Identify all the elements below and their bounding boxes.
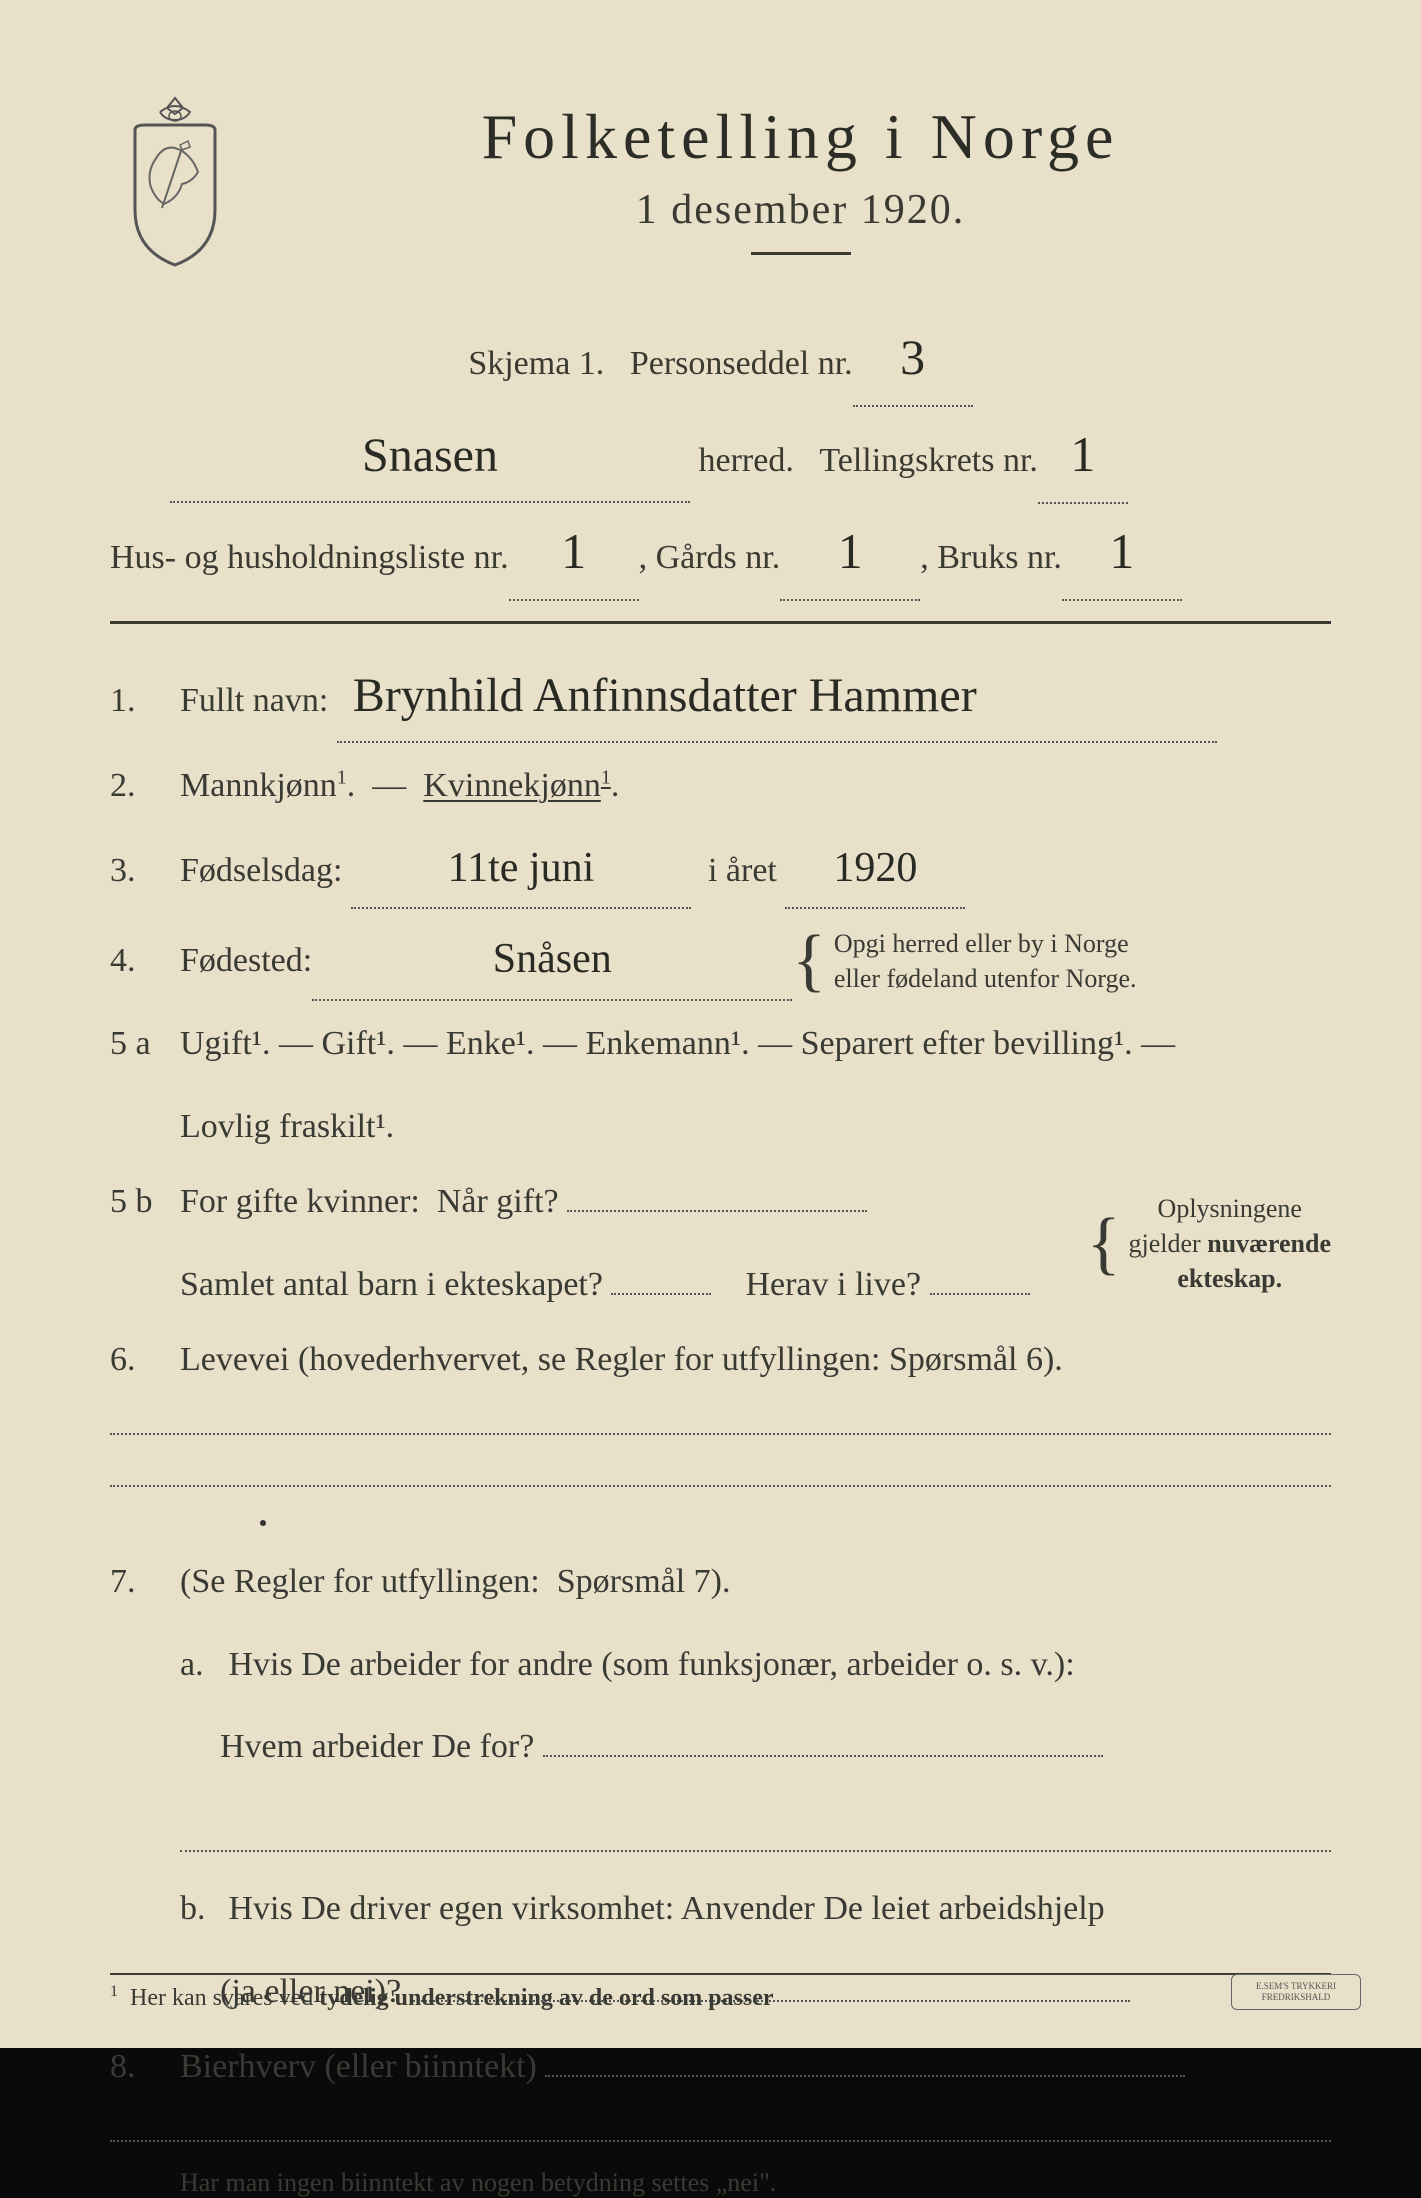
tellingskrets-label: Tellingskrets nr.: [819, 429, 1038, 494]
footnote: 1 Her kan svares ved tydelig understrekn…: [110, 1983, 1331, 2012]
skjema-prefix: Skjema 1.: [468, 332, 604, 397]
q4-label: Fødested:: [180, 930, 312, 993]
q5b-label2: Samlet antal barn i ekteskapet?: [180, 1266, 603, 1303]
printer-stamp: E.SEM'S TRYKKERI FREDRIKSHALD: [1231, 1974, 1361, 2010]
main-title: Folketelling i Norge: [270, 100, 1331, 174]
q5b-note-2: gjelder nuværende: [1129, 1226, 1331, 1261]
title-rule: [751, 252, 851, 255]
q4-num: 4.: [110, 930, 180, 993]
q5a-line1: Ugift¹. — Gift¹. — Enke¹. — Enkemann¹. —…: [180, 1013, 1331, 1076]
footnote-bar: 1 Her kan svares ved tydelig understrekn…: [0, 1973, 1421, 2012]
q7b-letter: b.: [180, 1878, 220, 1941]
q5b-note: { Oplysningene gjelder nuværende ekteska…: [1087, 1191, 1331, 1296]
q5b-label3: Herav i live?: [745, 1266, 921, 1303]
q5b-num: 5 b: [110, 1171, 180, 1234]
q3-row: 3. Fødselsdag: 11te juni i året 1920: [110, 830, 1331, 910]
q7-num: 7.: [110, 1551, 180, 1614]
footnote-marker: 1: [110, 1983, 118, 2000]
q2-num: 2.: [110, 755, 180, 818]
husliste-nr: 1: [555, 504, 592, 599]
q3-num: 3.: [110, 840, 180, 903]
personseddel-label: Personseddel nr.: [630, 332, 853, 397]
q5a-num: 5 a: [110, 1013, 180, 1076]
personseddel-nr: 3: [894, 310, 931, 405]
q4-row: 4. Fødested: Snåsen { Opgi herred eller …: [110, 921, 1331, 1001]
q5b-note-1: Oplysningene: [1129, 1191, 1331, 1226]
q6-num: 6.: [110, 1329, 180, 1392]
q4-value: Snåsen: [487, 921, 618, 999]
footnote-rule: [110, 1973, 1331, 1975]
q7b-line1: Hvis De driver egen virksomhet: Anvender…: [229, 1890, 1105, 1927]
q5b-note-3: ekteskap.: [1129, 1261, 1331, 1296]
q3-day: 11te juni: [442, 830, 601, 908]
q6-row: 6. Levevei (hovederhvervet, se Regler fo…: [110, 1329, 1331, 1392]
q5a-row: 5 a Ugift¹. — Gift¹. — Enke¹. — Enkemann…: [110, 1013, 1331, 1159]
herred-line: Snasen herred. Tellingskrets nr. 1: [110, 407, 1331, 504]
q5b-label1: For gifte kvinner: Når gift?: [180, 1183, 559, 1220]
hint-text: Har man ingen biinntekt av nogen betydni…: [180, 2168, 1331, 2198]
q2-dash: —: [364, 767, 415, 804]
q1-value: Brynhild Anfinnsdatter Hammer: [347, 652, 983, 741]
q8-blank: [110, 2116, 1331, 2142]
q4-note-1: Opgi herred eller by i Norge: [834, 926, 1137, 961]
stray-dot: [260, 1520, 266, 1526]
husliste-line: Hus- og husholdningsliste nr. 1 , Gårds …: [110, 504, 1331, 601]
q1-num: 1.: [110, 670, 180, 733]
herred-suffix: herred.: [690, 429, 794, 494]
q1-row: 1. Fullt navn: Brynhild Anfinnsdatter Ha…: [110, 652, 1331, 743]
q7a-line1: Hvis De arbeider for andre (som funksjon…: [229, 1646, 1075, 1683]
gards-label: , Gårds nr.: [639, 526, 781, 591]
herred-name: Snasen: [356, 410, 504, 501]
q7a-blank: [180, 1797, 1331, 1851]
q4-note-2: eller fødeland utenfor Norge.: [834, 961, 1137, 996]
q2-opt-b: Kvinnekjønn: [423, 767, 601, 804]
title-block: Folketelling i Norge 1 desember 1920.: [270, 70, 1331, 255]
husliste-label: Hus- og husholdningsliste nr.: [110, 526, 509, 591]
bruks-label: , Bruks nr.: [920, 526, 1062, 591]
q4-note: { Opgi herred eller by i Norge eller fød…: [792, 926, 1136, 996]
q8-num: 8.: [110, 2036, 180, 2099]
q6-label: Levevei (hovederhvervet, se Regler for u…: [180, 1341, 1063, 1378]
q8-row: 8. Bierhverv (eller biinntekt): [110, 2036, 1331, 2099]
q3-year-prefix: i året: [699, 852, 776, 889]
q7a-letter: a.: [180, 1634, 220, 1697]
coat-of-arms-icon: [110, 90, 240, 270]
q8-label: Bierhverv (eller biinntekt): [180, 2048, 537, 2085]
q6-blank-1: [110, 1410, 1331, 1436]
census-form-page: Folketelling i Norge 1 desember 1920. Sk…: [0, 0, 1421, 2048]
q1-label: Fullt navn:: [180, 682, 328, 719]
q2-sup-a: 1: [337, 766, 347, 788]
date-line: 1 desember 1920.: [270, 186, 1331, 234]
q5a-line2: Lovlig fraskilt¹.: [180, 1096, 1331, 1159]
header: Folketelling i Norge 1 desember 1920.: [110, 70, 1331, 270]
q2-sup-b: 1: [601, 766, 611, 788]
divider-top: [110, 621, 1331, 624]
q2-row: 2. Mannkjønn1. — Kvinnekjønn1.: [110, 755, 1331, 818]
skjema-line: Skjema 1. Personseddel nr. 3: [110, 310, 1331, 407]
bruks-nr: 1: [1103, 504, 1140, 599]
q3-label: Fødselsdag:: [180, 852, 342, 889]
q7a-line2: Hvem arbeider De for?: [220, 1728, 534, 1765]
tellingskrets-nr: 1: [1064, 407, 1101, 502]
q7-intro: (Se Regler for utfyllingen: Spørsmål 7).: [180, 1551, 1331, 1614]
q3-year: 1920: [827, 830, 923, 908]
q6-blank-2: [110, 1461, 1331, 1487]
q7-row: 7. (Se Regler for utfyllingen: Spørsmål …: [110, 1551, 1331, 2024]
q5b-row: 5 b For gifte kvinner: Når gift? Samlet …: [110, 1171, 1331, 1317]
q2-opt-a: Mannkjønn: [180, 767, 337, 804]
gards-nr: 1: [832, 504, 869, 599]
